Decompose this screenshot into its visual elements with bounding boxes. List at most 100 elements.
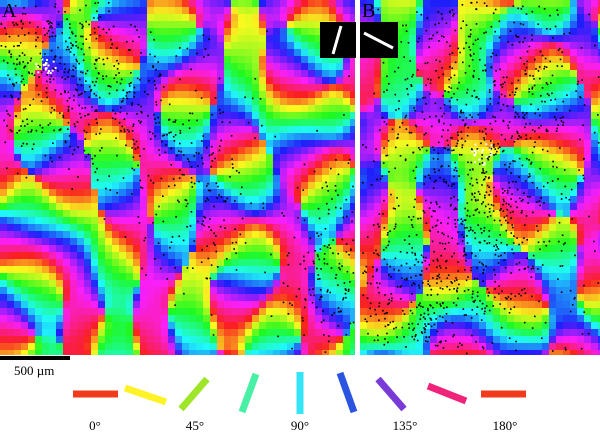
- map-cell: [140, 350, 148, 355]
- map-cell: [395, 287, 403, 295]
- map-cell: [493, 315, 501, 323]
- map-cell: [591, 210, 599, 218]
- map-cell: [224, 217, 232, 225]
- map-cell: [0, 350, 8, 355]
- map-cell: [63, 63, 71, 71]
- map-cell: [563, 308, 571, 316]
- map-cell: [175, 350, 183, 355]
- map-cell: [315, 147, 323, 155]
- map-cell: [77, 266, 85, 274]
- map-cell: [465, 14, 473, 22]
- map-cell: [402, 161, 410, 169]
- map-cell: [140, 168, 148, 176]
- map-cell: [112, 70, 120, 78]
- dot: [95, 80, 97, 83]
- dot: [20, 20, 23, 23]
- dot: [74, 35, 77, 37]
- map-cell: [343, 224, 351, 232]
- map-cell: [493, 280, 501, 288]
- map-cell: [381, 252, 389, 260]
- map-cell: [444, 140, 452, 148]
- dot: [67, 108, 70, 111]
- map-cell: [535, 217, 543, 225]
- map-cell: [196, 56, 204, 64]
- map-cell: [598, 308, 600, 316]
- map-cell: [91, 280, 99, 288]
- map-cell: [49, 336, 57, 344]
- map-cell: [147, 294, 155, 302]
- map-cell: [28, 301, 36, 309]
- dot: [70, 47, 73, 49]
- map-cell: [301, 49, 309, 57]
- map-cell: [479, 287, 487, 295]
- map-cell: [175, 161, 183, 169]
- map-cell: [203, 287, 211, 295]
- map-cell: [161, 49, 169, 57]
- dot: [266, 30, 268, 33]
- map-cell: [451, 231, 459, 239]
- map-cell: [577, 224, 585, 232]
- map-cell: [507, 224, 515, 232]
- map-cell: [542, 343, 550, 351]
- map-cell: [343, 175, 351, 183]
- map-cell: [147, 196, 155, 204]
- map-cell: [598, 70, 600, 78]
- map-cell: [245, 70, 253, 78]
- map-cell: [381, 112, 389, 120]
- map-cell: [98, 98, 106, 106]
- map-cell: [409, 77, 417, 85]
- map-cell: [367, 147, 375, 155]
- map-cell: [465, 210, 473, 218]
- map-cell: [336, 7, 344, 15]
- map-cell: [493, 343, 501, 351]
- map-cell: [395, 21, 403, 29]
- map-cell: [175, 42, 183, 50]
- map-cell: [479, 329, 487, 337]
- map-cell: [231, 98, 239, 106]
- map-cell: [437, 0, 445, 8]
- map-cell: [521, 343, 529, 351]
- map-cell: [493, 14, 501, 22]
- map-cell: [77, 140, 85, 148]
- map-cell: [7, 42, 15, 50]
- map-cell: [49, 63, 57, 71]
- map-cell: [343, 266, 351, 274]
- map-cell: [458, 189, 466, 197]
- dot: [342, 298, 344, 301]
- map-cell: [0, 56, 8, 64]
- map-cell: [479, 21, 487, 29]
- map-cell: [570, 147, 578, 155]
- map-cell: [584, 287, 592, 295]
- map-cell: [472, 98, 480, 106]
- map-cell: [35, 63, 43, 71]
- map-cell: [133, 266, 141, 274]
- map-cell: [451, 7, 459, 15]
- map-cell: [444, 161, 452, 169]
- map-cell: [388, 77, 396, 85]
- map-cell: [77, 189, 85, 197]
- map-cell: [280, 231, 288, 239]
- dot: [231, 163, 234, 165]
- map-cell: [98, 112, 106, 120]
- map-cell: [168, 308, 176, 316]
- map-cell: [549, 77, 557, 85]
- map-cell: [77, 252, 85, 260]
- map-cell: [479, 196, 487, 204]
- dot: [202, 220, 204, 222]
- map-cell: [21, 336, 29, 344]
- map-cell: [189, 133, 197, 141]
- map-cell: [196, 308, 204, 316]
- map-cell: [479, 322, 487, 330]
- map-cell: [423, 343, 431, 351]
- map-cell: [374, 280, 382, 288]
- map-cell: [402, 147, 410, 155]
- map-cell: [182, 14, 190, 22]
- map-cell: [507, 238, 515, 246]
- map-cell: [105, 70, 113, 78]
- map-cell: [42, 266, 50, 274]
- map-cell: [381, 154, 389, 162]
- map-cell: [308, 119, 316, 127]
- map-cell: [119, 154, 127, 162]
- map-cell: [374, 308, 382, 316]
- map-cell: [133, 203, 141, 211]
